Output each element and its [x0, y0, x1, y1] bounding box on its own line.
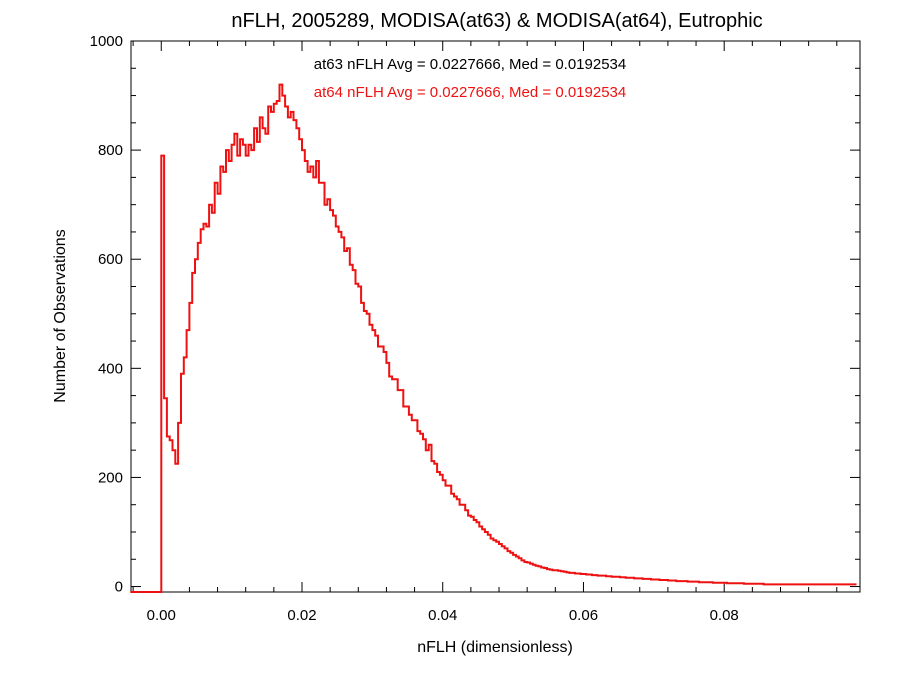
histogram-series-line: [130, 83, 857, 593]
annotation-at64-stats: at64 nFLH Avg = 0.0227666, Med = 0.01925…: [314, 84, 626, 101]
y-axis-label: Number of Observations: [52, 229, 69, 402]
y-tick-label: 400: [98, 360, 123, 377]
axis-ticks: [131, 40, 860, 592]
x-tick-label: 0.04: [428, 607, 457, 624]
y-tick-label: 1000: [90, 33, 123, 50]
x-tick-label: 0.08: [710, 607, 739, 624]
y-tick-label: 800: [98, 142, 123, 159]
x-tick-label: 0.06: [569, 607, 598, 624]
y-tick-label: 0: [115, 579, 123, 596]
x-tick-label: 0.00: [147, 607, 176, 624]
annotation-at63-stats: at63 nFLH Avg = 0.0227666, Med = 0.01925…: [314, 56, 626, 73]
y-tick-label: 200: [98, 469, 123, 486]
x-axis-label: nFLH (dimensionless): [417, 639, 573, 656]
y-tick-label: 600: [98, 251, 123, 268]
plot-frame: [130, 40, 861, 593]
axis-tick-labels: 0.00 0.02 0.04 0.06 0.08 0 200 400 600 800 1000: [90, 33, 739, 624]
x-tick-label: 0.02: [287, 607, 316, 624]
chart-title: nFLH, 2005289, MODISA(at63) & MODISA(at6…: [231, 10, 762, 32]
